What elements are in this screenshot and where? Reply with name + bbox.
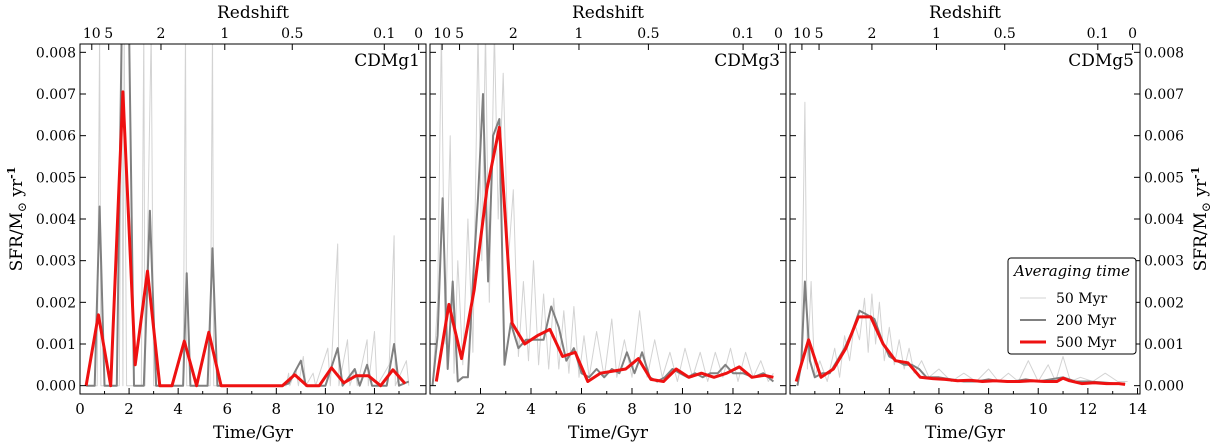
series-line-50-myr xyxy=(796,101,1128,386)
x-axis-label: Time/Gyr xyxy=(213,423,294,442)
series-line-500-myr xyxy=(84,90,407,388)
series-line-200-myr xyxy=(86,44,410,387)
y-axis-label-part: ⊙ xyxy=(1199,202,1213,212)
y-tick-label: 0.000 xyxy=(36,379,76,395)
redshift-tick-label: 2 xyxy=(157,26,166,42)
legend-title: Averaging time xyxy=(1012,262,1130,280)
redshift-tick-label: 0.1 xyxy=(373,26,395,42)
series-group xyxy=(794,101,1128,386)
redshift-axis-label: Redshift xyxy=(217,3,289,23)
x-tick-label: 12 xyxy=(1078,400,1097,418)
redshift-tick-label: 5 xyxy=(455,26,464,42)
x-tick-label: 10 xyxy=(1029,400,1048,418)
y-tick-label: 0.003 xyxy=(1144,254,1184,270)
y-tick-label: 0.005 xyxy=(36,170,76,186)
x-tick-label: 8 xyxy=(984,400,994,418)
x-tick-label: 6 xyxy=(934,400,944,418)
y-tick-label: 0.004 xyxy=(36,212,76,228)
x-tick-label: 12 xyxy=(723,400,742,418)
series-group xyxy=(431,44,775,386)
x-axis-label: Time/Gyr xyxy=(568,423,649,442)
redshift-tick-label: 10 xyxy=(793,26,811,42)
redshift-tick-label: 0.5 xyxy=(994,26,1016,42)
series-line-500-myr xyxy=(794,315,1126,386)
y-tick-label: 0.002 xyxy=(1144,295,1184,311)
y-axis-label-part: yr xyxy=(1191,178,1211,202)
x-tick-label: 2 xyxy=(835,400,845,418)
y-tick-label: 0.006 xyxy=(36,129,76,145)
y-tick-label: 0.001 xyxy=(36,337,76,353)
series-line-50-myr xyxy=(432,44,774,386)
y-tick-label: 0.008 xyxy=(1144,45,1184,61)
redshift-tick-label: 1 xyxy=(932,26,941,42)
redshift-axis-label: Redshift xyxy=(572,3,644,23)
redshift-tick-label: 10 xyxy=(83,26,101,42)
x-axis-label: Time/Gyr xyxy=(925,423,1006,442)
x-tick-label: 2 xyxy=(476,400,486,418)
y-axis-label-part: -1 xyxy=(1189,167,1202,179)
legend: Averaging time 50 Myr 200 Myr 500 Myr xyxy=(1007,257,1137,355)
redshift-tick-label: 0.5 xyxy=(637,26,659,42)
redshift-tick-label: 5 xyxy=(815,26,824,42)
x-tick-label: 6 xyxy=(577,400,587,418)
y-tick-label: 0.002 xyxy=(36,295,76,311)
redshift-tick-label: 1 xyxy=(220,26,229,42)
y-tick-label: 0.001 xyxy=(1144,337,1184,353)
redshift-tick-label: 0 xyxy=(774,26,783,42)
y-tick-label: 0.007 xyxy=(1144,87,1184,103)
x-tick-label: 4 xyxy=(173,400,183,418)
y-tick-label: 0.008 xyxy=(36,45,76,61)
redshift-axis-label: Redshift xyxy=(929,3,1001,23)
legend-label: 50 Myr xyxy=(1056,291,1108,307)
y-axis-label-part: yr xyxy=(7,178,27,202)
redshift-tick-label: 2 xyxy=(867,26,876,42)
x-tick-label: 8 xyxy=(272,400,282,418)
y-tick-label: 0.003 xyxy=(36,254,76,270)
x-tick-label: 10 xyxy=(316,400,335,418)
redshift-tick-label: 10 xyxy=(433,26,451,42)
y-tick-label: 0.007 xyxy=(36,87,76,103)
redshift-tick-label: 0 xyxy=(414,26,423,42)
x-tick-label: 8 xyxy=(627,400,637,418)
y-tick-label: 0.005 xyxy=(1144,170,1184,186)
redshift-tick-label: 0.1 xyxy=(1087,26,1109,42)
y-axis-label-right: SFR/M⊙ yr-1 xyxy=(1189,167,1213,272)
y-axis-label-part: SFR/M xyxy=(7,212,27,271)
redshift-tick-label: 0 xyxy=(1128,26,1137,42)
x-tick-label: 12 xyxy=(365,400,384,418)
x-tick-label: 0 xyxy=(75,400,85,418)
redshift-tick-label: 1 xyxy=(575,26,584,42)
x-tick-label: 4 xyxy=(885,400,895,418)
x-tick-label: 10 xyxy=(673,400,692,418)
redshift-tick-label: 0.1 xyxy=(732,26,754,42)
y-tick-label: 0.000 xyxy=(1144,379,1184,395)
redshift-tick-label: 5 xyxy=(104,26,113,42)
y-axis-label-left: SFR/M⊙ yr-1 xyxy=(5,167,29,272)
panel-title: CDMg1 xyxy=(354,51,420,71)
y-axis-label-part: ⊙ xyxy=(15,202,29,212)
redshift-tick-label: 0.5 xyxy=(281,26,303,42)
y-axis-label-part: SFR/M xyxy=(1191,212,1211,271)
legend-label: 500 Myr xyxy=(1056,335,1116,351)
x-tick-label: 4 xyxy=(526,400,536,418)
x-tick-label: 6 xyxy=(222,400,232,418)
legend-label: 200 Myr xyxy=(1056,313,1116,329)
series-line-500-myr xyxy=(434,125,774,383)
panel-title: CDMg5 xyxy=(1068,51,1134,71)
y-tick-label: 0.006 xyxy=(1144,129,1184,145)
series-line-200-myr xyxy=(431,93,775,386)
redshift-tick-label: 2 xyxy=(509,26,518,42)
legend-box xyxy=(1007,257,1137,355)
panel-title: CDMg3 xyxy=(714,51,780,71)
x-tick-label: 14 xyxy=(1128,400,1147,418)
y-tick-label: 0.004 xyxy=(1144,212,1184,228)
y-axis-label-part: -1 xyxy=(5,167,18,179)
x-tick-label: 2 xyxy=(124,400,134,418)
series-group xyxy=(84,44,410,388)
